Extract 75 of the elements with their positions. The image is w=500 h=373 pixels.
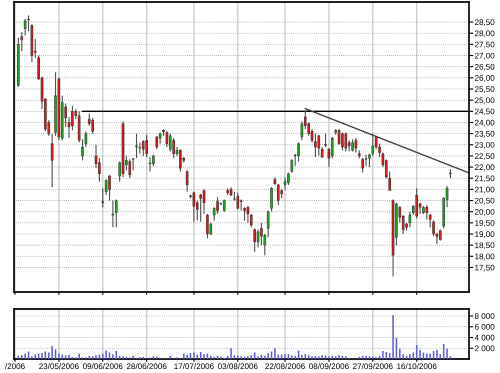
candlestick (128, 158, 132, 179)
y-tick-label: 18,50 (475, 242, 494, 250)
candlestick (354, 138, 358, 154)
x-tick-label: 09/06/2006 (82, 363, 123, 370)
candlestick (114, 198, 118, 228)
y-tick-label: 4 000 (474, 334, 494, 340)
candlestick (344, 132, 348, 152)
candlestick (91, 117, 94, 134)
candlestick (324, 133, 327, 148)
y-tick-label: 17,50 (475, 264, 494, 272)
y-tick-label: 23,50 (474, 130, 494, 138)
candlestick (240, 198, 242, 212)
x-tick-label: /2006 (4, 363, 25, 370)
y-tick-label: 19,00 (475, 231, 494, 238)
y-tick-label: 19,50 (475, 220, 494, 227)
candlestick (112, 200, 114, 228)
y-tick-label: 27,00 (474, 52, 494, 60)
candlestick (206, 213, 209, 240)
candlestick (199, 193, 202, 222)
y-tick-label: 6 000 (474, 324, 494, 330)
y-tick-label: 24,50 (474, 108, 494, 116)
candlestick (426, 204, 428, 220)
x-tick-label: 27/09/2006 (353, 363, 393, 370)
y-tick-label: 2 000 (474, 346, 494, 352)
y-tick-label: 25,00 (474, 97, 494, 104)
y-tick-label: 28,00 (474, 30, 494, 38)
candlestick (284, 176, 286, 192)
y-tick-label: 21,50 (474, 176, 494, 182)
candlestick (108, 174, 111, 202)
x-tick-label: 08/09/2006 (309, 363, 349, 370)
y-tick-label: 28,50 (474, 19, 494, 26)
y-tick-label: 20,50 (474, 198, 494, 204)
x-tick-label: 28/06/2006 (126, 363, 166, 370)
x-tick-label: 22/08/2006 (265, 363, 305, 370)
y-tick-label: 22,50 (474, 153, 494, 160)
candlestick (314, 133, 317, 158)
y-tick-label: 20,00 (474, 208, 494, 216)
candlestick (297, 142, 300, 162)
candlestick (132, 158, 134, 171)
candlestick (361, 158, 364, 174)
y-tick-label: 21,00 (474, 186, 494, 194)
candlestick (135, 133, 138, 159)
candlestick (142, 140, 145, 156)
y-tick-label: 18,00 (475, 254, 494, 260)
x-tick-label: 16/10/2006 (397, 363, 436, 370)
y-tick-label: 27,50 (474, 42, 494, 48)
candlestick (179, 148, 182, 172)
x-tick-label: 17/07/2006 (174, 363, 214, 370)
candlestick (246, 206, 250, 224)
candlestick (172, 138, 175, 159)
candlestick (145, 134, 148, 158)
candlestick (24, 18, 26, 36)
y-tick-label: 24,00 (474, 120, 494, 126)
y-tick-label: 26,00 (474, 75, 494, 82)
x-tick-label: 23/05/2006 (39, 363, 79, 370)
y-tick-label: 22,00 (474, 164, 494, 172)
candlestick (186, 170, 188, 192)
candlestick (155, 135, 158, 150)
candlestick (270, 186, 273, 212)
candlestick (253, 228, 256, 252)
x-tick-label: 03/08/2006 (218, 363, 258, 370)
candlestick (318, 134, 320, 156)
candlestick (192, 191, 196, 222)
candlestick (148, 156, 152, 172)
y-tick-label: 26,50 (474, 64, 494, 71)
candlestick (351, 138, 354, 152)
y-tick-label: 23,00 (474, 142, 494, 149)
candlestick (439, 228, 442, 242)
y-tick-label: 8 000 (474, 313, 494, 319)
candlestick (166, 130, 168, 148)
candlestick (236, 192, 240, 210)
y-tick-label: 25,50 (474, 86, 494, 93)
candlestick (341, 132, 344, 151)
candlestick (222, 198, 226, 212)
candlestick (415, 188, 418, 219)
